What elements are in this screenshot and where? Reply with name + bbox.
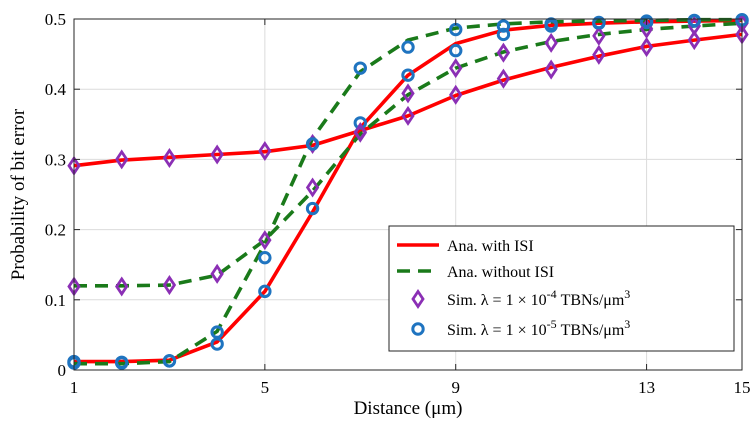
marker-diamond	[353, 122, 367, 143]
legend-label: Ana. with ISI	[447, 238, 534, 255]
x-tick-label: 9	[451, 378, 460, 397]
marker-diamond	[544, 59, 558, 80]
marker-circle	[305, 137, 320, 151]
marker-diamond	[210, 263, 224, 284]
marker-diamond	[687, 30, 701, 51]
marker-circle	[496, 27, 511, 42]
marker-circle	[449, 43, 463, 58]
marker-diamond	[639, 37, 654, 58]
legend-swatch-diamond	[411, 288, 425, 310]
marker-diamond	[115, 276, 129, 297]
axes-box	[73, 18, 743, 371]
series-line-ana-with-isi	[73, 32, 743, 168]
legend-label: Sim. λ = 1 × 10-4 TBNs/μm3	[447, 287, 630, 309]
marker-diamond	[544, 32, 558, 53]
x-axis-label: Distance (μm)	[354, 398, 463, 419]
series-line-ana-without-isi	[74, 21, 743, 288]
marker-diamond	[592, 25, 606, 46]
y-tick-label: 0.5	[45, 10, 66, 29]
marker-circle	[305, 201, 320, 216]
marker-diamond	[449, 58, 463, 79]
x-tick-label: 5	[261, 378, 270, 397]
marker-circle	[353, 61, 367, 75]
marker-diamond	[401, 83, 415, 104]
y-tick-label: 0.1	[45, 291, 66, 310]
marker-diamond	[162, 147, 177, 169]
marker-diamond	[496, 68, 511, 89]
marker-diamond	[162, 275, 177, 296]
marker-diamond	[592, 44, 606, 65]
legend-label: Sim. λ = 1 × 10-5 TBNs/μm3	[447, 317, 630, 339]
marker-diamond	[115, 149, 129, 170]
legend-label: Ana. without ISI	[447, 264, 554, 281]
plot-markers	[67, 13, 749, 370]
marker-circle	[401, 40, 415, 54]
marker-circle	[115, 356, 129, 370]
legend: Ana. with ISI Ana. without ISI Sim. λ = 1 …	[388, 225, 735, 352]
marker-circle	[258, 250, 272, 265]
marker-circle	[401, 68, 415, 82]
x-tick-label: 15	[734, 378, 751, 397]
marker-diamond	[258, 230, 272, 251]
marker-diamond	[305, 177, 320, 198]
marker-diamond	[449, 84, 463, 105]
marker-diamond	[401, 105, 415, 126]
x-tick-label: 13	[638, 378, 655, 397]
y-tick-label: 0	[58, 361, 67, 380]
series-line-ana-with-isi	[74, 18, 743, 364]
x-tick-label: 1	[70, 378, 79, 397]
y-tick-label: 0.4	[45, 80, 67, 99]
plot-lines	[73, 17, 743, 366]
y-tick-label: 0.3	[45, 150, 66, 169]
marker-diamond	[210, 144, 224, 165]
marker-circle	[496, 19, 511, 33]
marker-circle	[592, 15, 606, 30]
y-axis-label: Probability of bit error	[8, 108, 29, 280]
y-tick-label: 0.2	[45, 221, 66, 240]
marker-circle	[162, 354, 177, 368]
legend-swatch-circle	[411, 322, 425, 336]
marker-circle	[210, 337, 224, 351]
marker-circle	[353, 116, 367, 130]
series-line-ana-without-isi	[74, 17, 742, 366]
marker-circle	[258, 284, 272, 299]
legend-box	[388, 225, 735, 352]
ticks	[73, 18, 743, 371]
marker-circle	[687, 13, 701, 28]
marker-diamond	[258, 140, 272, 161]
marker-diamond	[496, 42, 511, 63]
marker-circle	[210, 325, 224, 339]
marker-circle	[639, 14, 654, 28]
